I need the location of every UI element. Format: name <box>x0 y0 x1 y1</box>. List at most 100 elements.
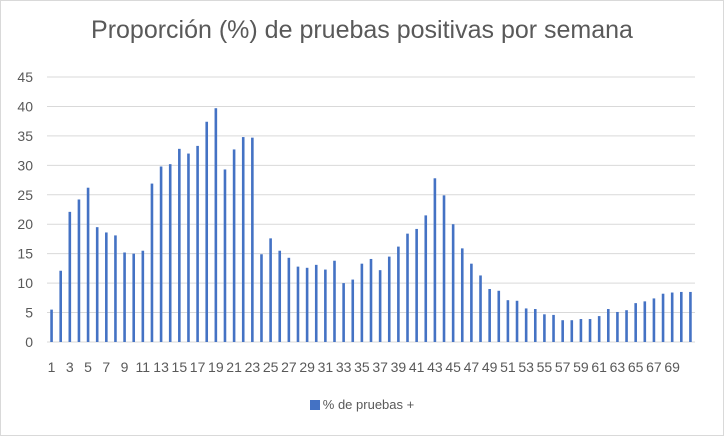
bar <box>524 308 528 342</box>
bar <box>305 267 309 342</box>
x-tick-label: 9 <box>121 359 129 375</box>
bar <box>205 121 209 342</box>
x-tick-label: 15 <box>172 359 188 375</box>
bar <box>506 300 510 342</box>
bar <box>406 233 409 342</box>
bar <box>533 309 537 342</box>
bar <box>515 300 519 342</box>
bar <box>643 301 647 342</box>
bar <box>333 260 336 342</box>
bar <box>178 148 181 342</box>
bar <box>95 227 99 342</box>
bar <box>369 258 373 342</box>
bar <box>269 238 272 342</box>
bar <box>351 279 355 342</box>
bar <box>114 235 117 342</box>
bar <box>378 270 382 342</box>
bar <box>670 292 674 342</box>
bar <box>150 183 154 342</box>
y-tick-label: 30 <box>17 157 33 173</box>
bar <box>214 108 218 342</box>
bar <box>278 250 282 342</box>
bar <box>314 264 318 342</box>
x-tick-label: 29 <box>299 359 315 375</box>
bar <box>132 253 136 342</box>
x-tick-label: 67 <box>646 359 662 375</box>
bar <box>479 275 482 342</box>
chart-legend: % de pruebas + <box>0 397 724 412</box>
bar <box>168 164 172 342</box>
bar <box>488 289 491 342</box>
x-tick-label: 21 <box>226 359 242 375</box>
bar <box>287 257 291 342</box>
x-tick-label: 13 <box>153 359 169 375</box>
x-tick-label: 33 <box>336 359 352 375</box>
bar <box>397 246 400 342</box>
x-tick-label: 69 <box>664 359 680 375</box>
y-tick-label: 40 <box>17 98 33 114</box>
bar <box>123 252 126 342</box>
legend-label: % de pruebas + <box>322 397 415 412</box>
x-tick-label: 53 <box>518 359 534 375</box>
x-tick-label: 41 <box>409 359 425 375</box>
x-tick-label: 25 <box>263 359 279 375</box>
bar <box>77 199 81 342</box>
bar <box>68 211 72 342</box>
x-tick-label: 23 <box>245 359 261 375</box>
y-tick-label: 0 <box>25 334 33 350</box>
x-tick-label: 59 <box>573 359 589 375</box>
x-tick-label: 3 <box>66 359 74 375</box>
x-tick-label: 17 <box>190 359 206 375</box>
bar <box>625 310 628 342</box>
bar <box>561 320 564 342</box>
bar <box>470 263 473 342</box>
bar <box>652 298 656 342</box>
bar <box>141 250 145 342</box>
x-tick-label: 5 <box>84 359 92 375</box>
x-tick-label: 65 <box>628 359 644 375</box>
x-tick-label: 31 <box>318 359 334 375</box>
bar <box>543 314 546 342</box>
y-tick-label: 45 <box>17 69 33 85</box>
bar <box>342 283 345 342</box>
bar <box>661 293 665 342</box>
x-tick-label: 51 <box>500 359 516 375</box>
x-tick-label: 45 <box>445 359 461 375</box>
bar <box>424 215 428 342</box>
bar <box>296 266 300 342</box>
x-tick-label: 37 <box>372 359 388 375</box>
bar <box>260 254 263 342</box>
y-tick-label: 20 <box>17 216 33 232</box>
x-tick-label: 1 <box>48 359 56 375</box>
bar <box>159 166 163 342</box>
bar <box>187 153 190 342</box>
y-tick-label: 15 <box>17 246 33 262</box>
bar <box>680 291 683 342</box>
x-tick-label: 61 <box>591 359 607 375</box>
bar <box>415 228 418 342</box>
bar <box>196 145 199 342</box>
bar <box>232 149 236 342</box>
x-tick-label: 27 <box>281 359 297 375</box>
x-tick-label: 19 <box>208 359 224 375</box>
bar <box>616 311 619 342</box>
chart-title: Proporción (%) de pruebas positivas por … <box>91 16 633 44</box>
bar <box>689 291 692 342</box>
y-tick-label: 35 <box>17 128 33 144</box>
x-tick-label: 47 <box>464 359 480 375</box>
y-tick-label: 10 <box>17 275 33 291</box>
bar <box>360 263 364 342</box>
x-tick-label: 63 <box>610 359 626 375</box>
bar <box>606 309 610 342</box>
bar <box>105 232 108 342</box>
x-tick-label: 43 <box>427 359 443 375</box>
x-tick-label: 55 <box>537 359 553 375</box>
x-tick-label: 39 <box>391 359 407 375</box>
x-tick-label: 11 <box>136 359 151 375</box>
legend-swatch <box>309 400 320 410</box>
bar <box>552 314 555 342</box>
x-tick-label: 35 <box>354 359 370 375</box>
bar <box>570 320 574 342</box>
